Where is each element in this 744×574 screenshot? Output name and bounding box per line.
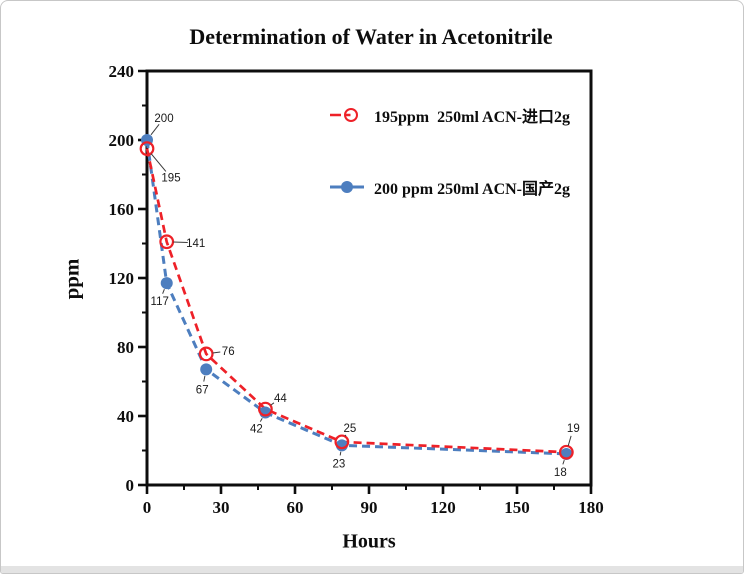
y-axis-title: ppm	[59, 258, 84, 300]
data-label-leader	[162, 289, 165, 294]
data-label: 23	[332, 458, 345, 470]
data-label-leader	[150, 153, 167, 172]
data-point-domestic	[160, 277, 173, 290]
data-label: 44	[274, 393, 287, 405]
data-label-leader	[339, 451, 342, 456]
data-label: 42	[250, 424, 263, 436]
blue-line-filled-circle-marker-icon	[330, 181, 364, 193]
data-label-leader	[270, 402, 275, 406]
legend-entry-imported: 195ppm 250ml ACN-进口2g	[329, 103, 570, 127]
data-label-leader	[344, 434, 347, 437]
legend-label-domestic: 200 ppm 250ml ACN-国产2g	[374, 181, 571, 198]
legend-label-imported: 195ppm 250ml ACN-进口2g	[374, 109, 571, 126]
y-tick-label: 80	[117, 338, 134, 357]
data-label: 117	[151, 296, 169, 308]
chart-title: Determination of Water in Acetonitrile	[189, 24, 553, 49]
red-dashed-open-circle-marker-icon	[330, 108, 358, 122]
x-tick-label: 90	[361, 498, 378, 517]
y-tick-label: 200	[109, 131, 135, 150]
data-point-imported	[139, 141, 155, 157]
data-label-leader	[203, 375, 206, 382]
data-point-imported	[558, 444, 574, 460]
x-tick-label: 60	[287, 498, 304, 517]
x-tick-label: 120	[430, 498, 456, 517]
y-tick-label: 160	[109, 200, 135, 219]
data-label-leader	[150, 124, 160, 136]
data-point-imported	[198, 346, 214, 362]
plot-border	[145, 69, 593, 487]
data-label: 67	[196, 384, 209, 396]
x-tick-label: 30	[213, 498, 230, 517]
series-line-domestic	[145, 139, 567, 456]
data-label: 200	[154, 113, 173, 125]
data-label-leader	[212, 351, 221, 354]
x-axis-title: Hours	[342, 530, 396, 553]
x-tick-label: 0	[143, 498, 152, 517]
y-tick-label: 120	[109, 269, 135, 288]
data-label: 141	[186, 238, 205, 250]
data-point-imported	[258, 401, 273, 417]
data-label-leader	[562, 459, 565, 465]
data-label: 25	[343, 423, 356, 435]
series-line-imported	[145, 148, 567, 454]
data-label: 18	[554, 467, 567, 479]
data-label: 195	[161, 173, 180, 185]
data-point-imported	[159, 234, 175, 250]
bottom-strip	[1, 566, 743, 573]
y-tick-label: 0	[126, 476, 135, 495]
data-label: 76	[222, 346, 235, 358]
y-tick-label: 40	[117, 407, 134, 426]
legend-entry-domestic: 200 ppm 250ml ACN-国产2g	[329, 175, 570, 199]
data-point-imported	[334, 434, 350, 450]
data-label-leader	[173, 241, 188, 243]
x-tick-label: 180	[578, 498, 604, 517]
data-label-leader	[567, 435, 572, 447]
x-tick-label: 150	[504, 498, 530, 517]
data-label: 19	[567, 423, 580, 435]
data-point-domestic	[200, 363, 213, 376]
y-tick-label: 240	[109, 62, 135, 81]
data-label-leader	[259, 417, 263, 422]
